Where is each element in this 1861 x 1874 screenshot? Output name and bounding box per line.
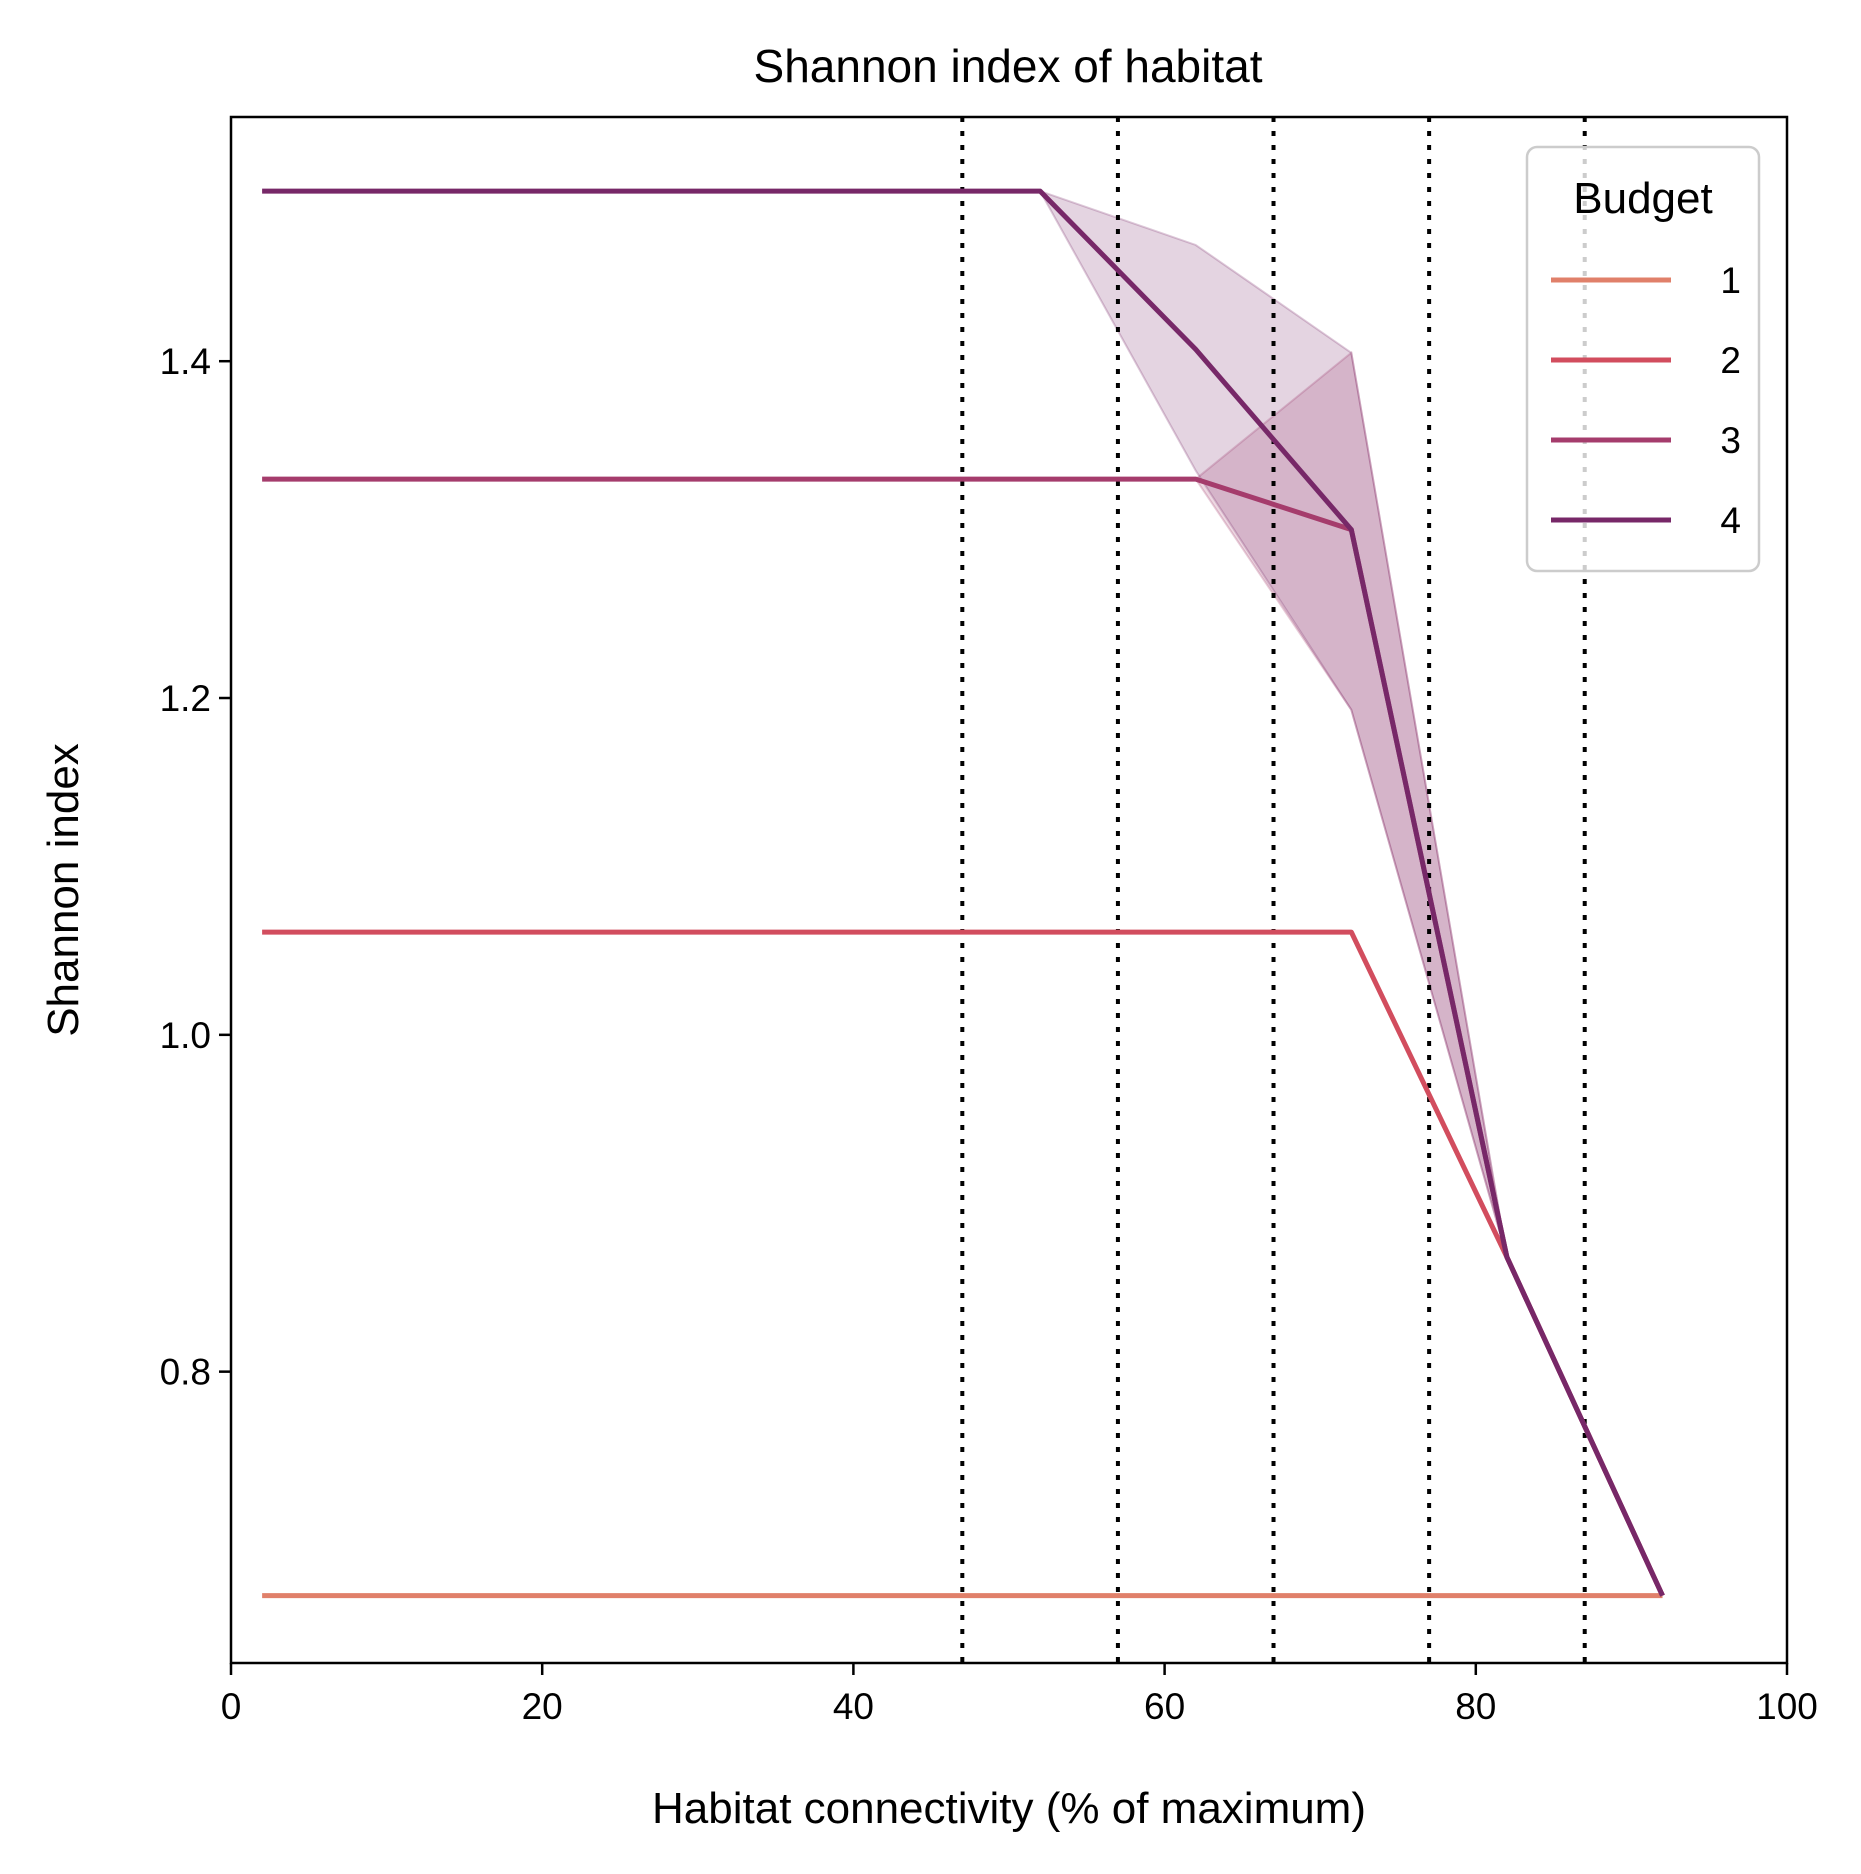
x-tick-label: 20	[522, 1686, 563, 1727]
x-tick-label: 40	[833, 1686, 874, 1727]
x-tick-label: 80	[1455, 1686, 1496, 1727]
legend-label-2: 2	[1720, 340, 1741, 381]
chart-title: Shannon index of habitat	[754, 40, 1263, 92]
x-tick-label: 60	[1144, 1686, 1185, 1727]
legend-label-4: 4	[1720, 500, 1741, 541]
y-tick-label: 1.0	[160, 1015, 211, 1056]
series-lines	[262, 188, 1665, 1599]
legend-title: Budget	[1573, 174, 1712, 223]
x-axis-ticks: 0 20 40 60 80 100	[221, 1663, 1818, 1727]
plot-frame	[229, 115, 1789, 1665]
legend: Budget 1 2 3 4	[1525, 145, 1761, 573]
y-axis-ticks: 0.8 1.0 1.2 1.4	[160, 341, 231, 1393]
x-tick-label: 0	[221, 1686, 242, 1727]
legend-items: 1 2 3 4	[1551, 260, 1741, 541]
x-axis-label: Habitat connectivity (% of maximum)	[652, 1784, 1366, 1833]
x-tick-label: 100	[1756, 1686, 1818, 1727]
y-tick-label: 1.4	[160, 341, 211, 382]
series-line-4	[262, 188, 1665, 1597]
y-tick-label: 1.2	[160, 678, 211, 719]
y-tick-label: 0.8	[160, 1352, 211, 1393]
y-axis-label: Shannon index	[39, 743, 88, 1037]
legend-label-1: 1	[1720, 260, 1741, 301]
legend-label-3: 3	[1720, 420, 1741, 461]
